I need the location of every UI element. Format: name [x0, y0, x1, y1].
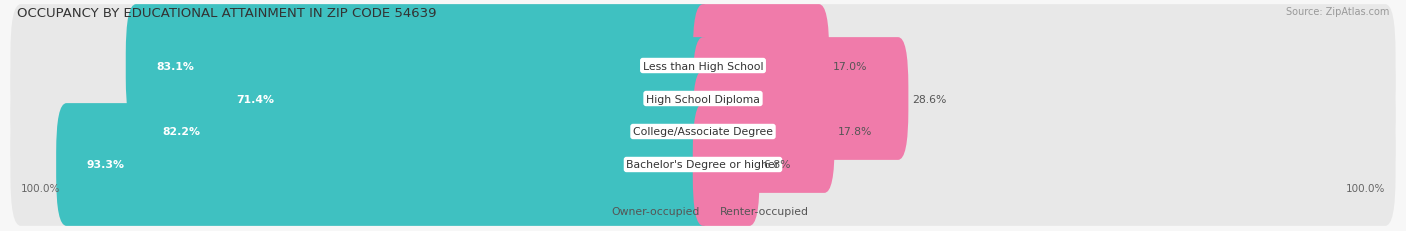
Text: 83.1%: 83.1% [156, 61, 194, 71]
Text: 93.3%: 93.3% [87, 160, 125, 170]
FancyBboxPatch shape [693, 71, 835, 193]
FancyBboxPatch shape [205, 38, 713, 160]
Text: 17.0%: 17.0% [832, 61, 868, 71]
FancyBboxPatch shape [10, 71, 1396, 193]
Text: College/Associate Degree: College/Associate Degree [633, 127, 773, 137]
FancyBboxPatch shape [132, 71, 713, 193]
FancyBboxPatch shape [693, 38, 908, 160]
Text: Less than High School: Less than High School [643, 61, 763, 71]
Text: Source: ZipAtlas.com: Source: ZipAtlas.com [1285, 7, 1389, 17]
Text: 100.0%: 100.0% [1346, 183, 1385, 193]
Text: Bachelor's Degree or higher: Bachelor's Degree or higher [627, 160, 779, 170]
FancyBboxPatch shape [56, 104, 713, 226]
Text: 100.0%: 100.0% [21, 183, 60, 193]
Text: 6.8%: 6.8% [763, 160, 790, 170]
Text: OCCUPANCY BY EDUCATIONAL ATTAINMENT IN ZIP CODE 54639: OCCUPANCY BY EDUCATIONAL ATTAINMENT IN Z… [17, 7, 436, 20]
Legend: Owner-occupied, Renter-occupied: Owner-occupied, Renter-occupied [598, 206, 808, 216]
Text: High School Diploma: High School Diploma [647, 94, 759, 104]
FancyBboxPatch shape [10, 5, 1396, 127]
FancyBboxPatch shape [125, 5, 713, 127]
Text: 17.8%: 17.8% [838, 127, 873, 137]
Text: 28.6%: 28.6% [911, 94, 946, 104]
FancyBboxPatch shape [693, 104, 759, 226]
Text: 71.4%: 71.4% [236, 94, 274, 104]
FancyBboxPatch shape [693, 5, 830, 127]
FancyBboxPatch shape [10, 38, 1396, 160]
FancyBboxPatch shape [10, 104, 1396, 226]
Text: 82.2%: 82.2% [163, 127, 201, 137]
